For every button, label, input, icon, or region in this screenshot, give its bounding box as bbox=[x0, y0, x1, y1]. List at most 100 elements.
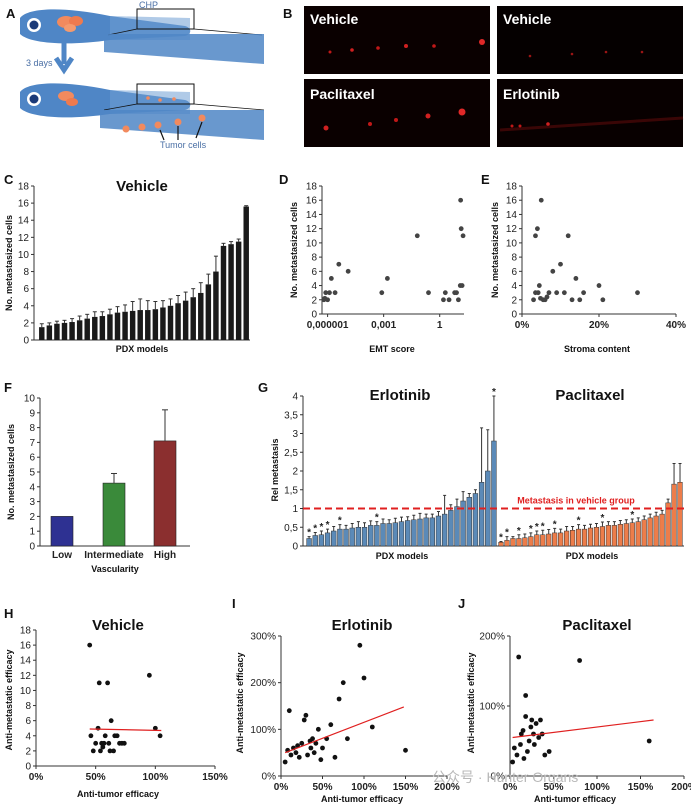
data-point bbox=[286, 708, 292, 714]
bar bbox=[190, 297, 196, 340]
data-point bbox=[573, 276, 579, 281]
data-point bbox=[345, 268, 351, 274]
bar bbox=[153, 440, 177, 547]
y-tick-label: 12 bbox=[306, 224, 318, 235]
data-point bbox=[327, 290, 332, 296]
y-tick-label: 1 bbox=[292, 504, 298, 515]
significance-star: * bbox=[630, 510, 634, 521]
data-point bbox=[569, 297, 575, 303]
bar bbox=[61, 322, 68, 340]
data-point bbox=[565, 233, 571, 239]
significance-star: * bbox=[338, 516, 342, 527]
y-tick-label: 4 bbox=[25, 731, 31, 742]
data-point bbox=[369, 724, 375, 730]
data-point bbox=[520, 728, 526, 733]
bar bbox=[235, 241, 242, 340]
bar bbox=[448, 510, 454, 547]
data-point bbox=[305, 752, 310, 758]
data-point bbox=[518, 742, 523, 747]
data-point bbox=[460, 233, 466, 239]
data-point bbox=[105, 680, 110, 686]
data-point bbox=[531, 742, 537, 747]
photo-label: Erlotinib bbox=[503, 86, 560, 102]
bar bbox=[454, 506, 460, 547]
y-tick-label: 6 bbox=[511, 267, 517, 278]
y-tick-label: 8 bbox=[23, 267, 29, 278]
bar bbox=[593, 527, 600, 547]
y-tick-label: 12 bbox=[18, 233, 30, 244]
y-tick-label: 200% bbox=[479, 632, 505, 643]
bar bbox=[581, 528, 588, 547]
bar bbox=[605, 525, 611, 547]
bar bbox=[504, 540, 510, 547]
data-point bbox=[100, 744, 106, 750]
bar bbox=[417, 518, 423, 547]
x-tick-label: 150% bbox=[628, 782, 654, 793]
data-point bbox=[441, 297, 446, 303]
data-point bbox=[600, 297, 606, 303]
x-tick-label: 150% bbox=[393, 782, 419, 793]
data-point bbox=[308, 745, 314, 751]
data-point bbox=[90, 748, 96, 754]
panel-j-letter: J bbox=[458, 596, 465, 611]
y-tick-label: 7 bbox=[29, 438, 35, 449]
x-tick-label: 100% bbox=[584, 782, 610, 793]
panel-c-letter: C bbox=[4, 172, 14, 187]
bar bbox=[558, 532, 564, 547]
panel-a-letter: A bbox=[6, 6, 16, 21]
y-axis-label: Anti-metastatic efficacy bbox=[4, 649, 14, 750]
x-tick-label: 1 bbox=[437, 320, 443, 331]
bar bbox=[491, 440, 497, 547]
bar bbox=[641, 519, 647, 547]
chart-title: Vehicle bbox=[116, 178, 168, 195]
data-point bbox=[523, 693, 529, 698]
data-point bbox=[315, 726, 321, 732]
chp-zoom-top bbox=[104, 34, 264, 64]
photo-label: Paclitaxel bbox=[310, 86, 375, 102]
data-point bbox=[293, 750, 299, 756]
data-point bbox=[546, 290, 552, 296]
y-tick-label: 2 bbox=[511, 295, 517, 306]
bar bbox=[228, 244, 234, 340]
bar bbox=[516, 538, 522, 547]
timeline-label: 3 days bbox=[26, 58, 53, 68]
bar bbox=[129, 310, 136, 340]
y-tick-label: 0 bbox=[511, 310, 517, 321]
bar bbox=[380, 523, 386, 547]
data-point bbox=[112, 733, 118, 739]
data-point bbox=[96, 680, 102, 686]
data-point bbox=[157, 733, 163, 739]
data-point bbox=[525, 749, 530, 754]
chart-c-vehicle-bars: 0 2 4 6 8 10 12 14 16 18 Vehicle PDX models No. meta… bbox=[4, 178, 250, 354]
data-point bbox=[596, 283, 602, 288]
data-point bbox=[332, 754, 338, 760]
bar bbox=[152, 309, 159, 340]
data-point bbox=[152, 725, 158, 731]
bar bbox=[653, 515, 659, 547]
y-tick-label: 14 bbox=[18, 216, 30, 227]
bar bbox=[478, 482, 485, 547]
data-point bbox=[88, 733, 94, 739]
data-point bbox=[635, 290, 640, 296]
significance-star: * bbox=[492, 387, 496, 398]
bar bbox=[92, 316, 98, 340]
bar bbox=[318, 534, 325, 547]
bar bbox=[386, 523, 392, 547]
bar bbox=[145, 310, 151, 340]
y-tick-label: 18 bbox=[18, 182, 30, 193]
chp-box-2 bbox=[136, 83, 195, 105]
data-point bbox=[296, 754, 302, 760]
data-point bbox=[516, 654, 522, 660]
x-tick-label: Low bbox=[52, 550, 72, 561]
chart-h-vehicle-scatter: 0 2 4 6 8 10 12 14 16 18 0% 50% 100% 150% Vehicle Anti-… bbox=[4, 617, 228, 799]
y-axis-label: Rel metastasis bbox=[270, 438, 280, 501]
bar bbox=[617, 524, 623, 547]
data-point bbox=[536, 283, 542, 288]
data-point bbox=[646, 738, 652, 744]
y-tick-label: 2 bbox=[311, 295, 317, 306]
bar bbox=[534, 534, 540, 547]
data-point bbox=[535, 290, 541, 296]
y-tick-label: 1 bbox=[29, 527, 35, 538]
y-tick-label: 300% bbox=[250, 632, 276, 643]
data-point bbox=[528, 724, 534, 730]
